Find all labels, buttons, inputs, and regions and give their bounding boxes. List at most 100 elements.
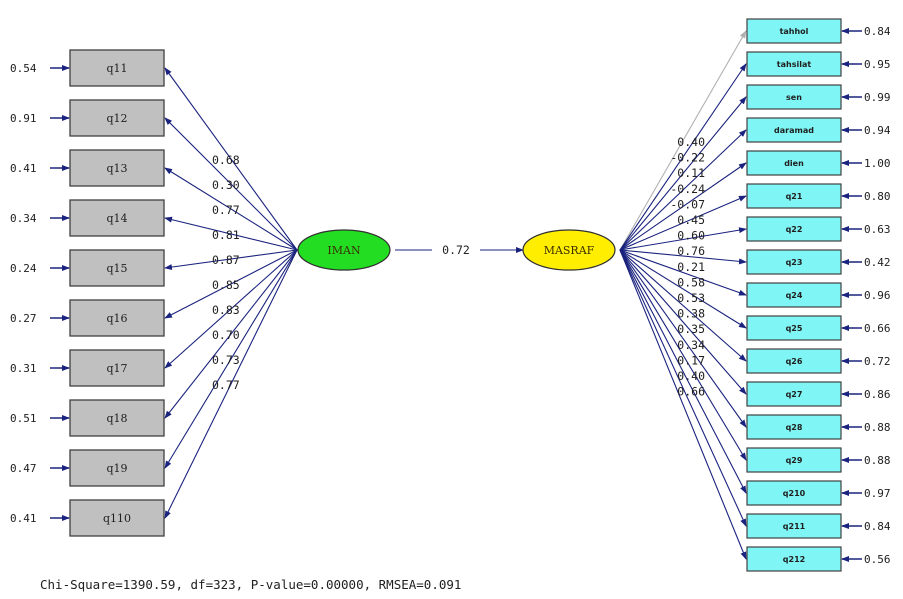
- loading-label-q27: 0.38: [677, 307, 705, 321]
- indicator-box-q28[interactable]: q28 0.88: [746, 414, 891, 440]
- loading-labels: 0.68 0.30 0.77 0.81 0.87 0.85 0.83 0.70 0.73 0.77…: [212, 135, 705, 399]
- indicator-box-q22[interactable]: q22 0.63: [746, 216, 891, 242]
- loading-path-q18[interactable]: [164, 249, 298, 419]
- indicator-rect: [69, 449, 165, 487]
- indicator-box-q17[interactable]: q17 0.31: [10, 349, 165, 387]
- loading-path-q21[interactable]: [619, 195, 747, 251]
- loading-path-sen[interactable]: [619, 96, 747, 251]
- loading-path-q15[interactable]: [164, 249, 298, 271]
- loading-path-q17[interactable]: [164, 249, 298, 369]
- loading-label-q15: 0.87: [212, 253, 240, 267]
- loading-label-tahsilat: -0.22: [670, 151, 705, 165]
- indicator-label: q22: [786, 225, 803, 234]
- indicator-label: q212: [783, 555, 805, 564]
- indicator-box-q13[interactable]: q13 0.41: [10, 149, 165, 187]
- error-variance: 0.84: [864, 520, 891, 533]
- loading-path-daramad[interactable]: [619, 129, 747, 251]
- latent-iman[interactable]: IMAN: [297, 229, 391, 271]
- loading-path-dien[interactable]: [619, 162, 747, 251]
- left-indicators: q11 0.54 q12 0.91 q13 0.41 q14 0.34 q15 0.24 q16 0.…: [10, 49, 165, 537]
- indicator-rect: [69, 149, 165, 187]
- right-indicators: tahhol 0.84 tahsilat 0.95 sen 0.99 daramad 0.94…: [746, 18, 891, 572]
- loading-path-q12[interactable]: [164, 117, 298, 251]
- loading-path-q212[interactable]: [619, 249, 747, 560]
- loading-path-tahhol[interactable]: [619, 30, 747, 251]
- loading-path-q211[interactable]: [619, 249, 747, 527]
- indicator-box-q21[interactable]: q21 0.80: [746, 183, 891, 209]
- indicator-box-q212[interactable]: q212 0.56: [746, 546, 891, 572]
- error-variance: 1.00: [864, 157, 891, 170]
- indicator-rect: [69, 49, 165, 87]
- indicator-box-q14[interactable]: q14 0.34: [10, 199, 165, 237]
- indicator-box-q29[interactable]: q29 0.88: [746, 447, 891, 473]
- loading-label-daramad: -0.24: [670, 182, 705, 196]
- indicator-box-q24[interactable]: q24 0.96: [746, 282, 891, 308]
- loading-label-q28: 0.35: [677, 322, 705, 336]
- loading-label-q18: 0.70: [212, 328, 240, 342]
- loading-path-q13[interactable]: [164, 167, 298, 251]
- loading-path-q11[interactable]: [164, 67, 298, 251]
- error-variance: 0.72: [864, 355, 891, 368]
- loading-path-q24[interactable]: [619, 249, 747, 296]
- indicator-box-q110[interactable]: q110 0.41: [10, 499, 165, 537]
- indicator-box-tahhol[interactable]: tahhol 0.84: [746, 18, 891, 44]
- indicator-box-q27[interactable]: q27 0.86: [746, 381, 891, 407]
- error-variance: 0.91: [10, 112, 37, 125]
- indicator-box-q26[interactable]: q26 0.72: [746, 348, 891, 374]
- indicator-rect: [69, 349, 165, 387]
- indicator-label: q16: [106, 312, 127, 325]
- error-variance: 0.88: [864, 454, 891, 467]
- loading-path-q25[interactable]: [619, 249, 747, 329]
- indicator-box-tahsilat[interactable]: tahsilat 0.95: [746, 51, 891, 77]
- loading-path-q14[interactable]: [164, 216, 298, 251]
- indicator-label: q11: [106, 62, 127, 75]
- indicator-box-q19[interactable]: q19 0.47: [10, 449, 165, 487]
- latent-masraf-ellipse: [522, 229, 616, 271]
- loading-path-tahsilat[interactable]: [619, 63, 747, 251]
- error-variance: 0.66: [864, 322, 891, 335]
- indicator-box-q12[interactable]: q12 0.91: [10, 99, 165, 137]
- indicator-box-sen[interactable]: sen 0.99: [746, 84, 891, 110]
- indicator-label: q28: [786, 423, 803, 432]
- loading-path-q23[interactable]: [619, 249, 747, 265]
- indicator-label: q210: [783, 489, 806, 498]
- path-arrows: [164, 30, 747, 560]
- indicator-box-q15[interactable]: q15 0.24: [10, 249, 165, 287]
- error-variance: 0.96: [864, 289, 891, 302]
- indicator-box-q23[interactable]: q23 0.42: [746, 249, 891, 275]
- loading-path-q27[interactable]: [619, 249, 747, 395]
- loading-path-q110[interactable]: [164, 249, 298, 519]
- indicator-box-q25[interactable]: q25 0.66: [746, 315, 891, 341]
- indicator-box-q11[interactable]: q11 0.54: [10, 49, 165, 87]
- loading-label-tahhol: 0.40: [677, 135, 705, 149]
- loading-path-q22[interactable]: [619, 227, 747, 251]
- error-variance: 0.95: [864, 58, 891, 71]
- indicator-label: q23: [786, 258, 803, 267]
- loading-label-sen: 0.11: [677, 166, 705, 180]
- loading-path-q19[interactable]: [164, 249, 298, 469]
- indicator-rect: [746, 216, 842, 242]
- loading-path-q28[interactable]: [619, 249, 747, 428]
- indicator-label: q29: [786, 456, 803, 465]
- indicator-box-q18[interactable]: q18 0.51: [10, 399, 165, 437]
- indicator-label: q15: [106, 262, 127, 275]
- indicator-box-q211[interactable]: q211 0.84: [746, 513, 891, 539]
- indicator-rect: [746, 18, 842, 44]
- loading-path-q210[interactable]: [619, 249, 747, 494]
- indicator-rect: [746, 117, 842, 143]
- indicator-box-q16[interactable]: q16 0.27: [10, 299, 165, 337]
- loading-label-q17: 0.83: [212, 303, 240, 317]
- loading-path-q26[interactable]: [619, 249, 747, 362]
- indicator-box-dien[interactable]: dien 1.00: [746, 150, 891, 176]
- indicator-box-q210[interactable]: q210 0.97: [746, 480, 891, 506]
- loading-path-q29[interactable]: [619, 249, 747, 461]
- error-variance: 0.31: [10, 362, 37, 375]
- indicator-rect: [746, 84, 842, 110]
- loading-path-q16[interactable]: [164, 249, 298, 319]
- indicator-rect: [69, 249, 165, 287]
- indicator-box-daramad[interactable]: daramad 0.94: [746, 117, 891, 143]
- loading-label-q211: 0.40: [677, 369, 705, 383]
- latent-masraf[interactable]: MASRAF: [522, 229, 616, 271]
- error-variance: 0.47: [10, 462, 37, 475]
- loading-label-q14: 0.81: [212, 228, 240, 242]
